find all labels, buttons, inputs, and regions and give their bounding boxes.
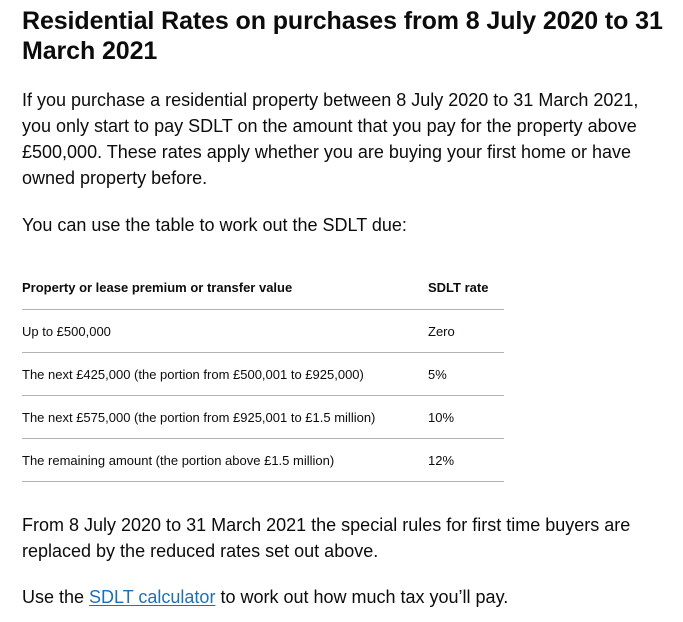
table-header-row: Property or lease premium or transfer va… [22, 265, 504, 310]
table-intro-paragraph: You can use the table to work out the SD… [22, 215, 407, 235]
table-cell-band: Up to £500,000 [22, 309, 428, 353]
table-cell-band: The next £425,000 (the portion from £500… [22, 352, 428, 396]
table-row: The next £575,000 (the portion from £925… [22, 395, 504, 439]
first-time-buyers-paragraph: From 8 July 2020 to 31 March 2021 the sp… [22, 515, 631, 561]
table-cell-rate: 5% [428, 352, 504, 396]
calculator-prefix: Use the [22, 587, 90, 607]
sdlt-rates-table: Property or lease premium or transfer va… [22, 265, 504, 482]
section-heading: Residential Rates on purchases from 8 Ju… [22, 7, 663, 65]
column-header-value: Property or lease premium or transfer va… [22, 265, 428, 310]
table-cell-band: The next £575,000 (the portion from £925… [22, 395, 428, 439]
table-cell-rate: Zero [428, 309, 504, 353]
column-header-rate: SDLT rate [428, 265, 504, 310]
table-row: The next £425,000 (the portion from £500… [22, 352, 504, 396]
table-cell-band: The remaining amount (the portion above … [22, 438, 428, 482]
table-cell-rate: 10% [428, 395, 504, 439]
calculator-paragraph: Use the SDLT calculator to work out how … [22, 584, 672, 610]
table-row: The remaining amount (the portion above … [22, 438, 504, 482]
table-row: Up to £500,000 Zero [22, 309, 504, 353]
calculator-suffix: to work out how much tax you’ll pay. [215, 587, 509, 607]
table-cell-rate: 12% [428, 438, 504, 482]
intro-paragraph: If you purchase a residential property b… [22, 90, 639, 188]
sdlt-calculator-link[interactable]: SDLT calculator [89, 587, 216, 607]
